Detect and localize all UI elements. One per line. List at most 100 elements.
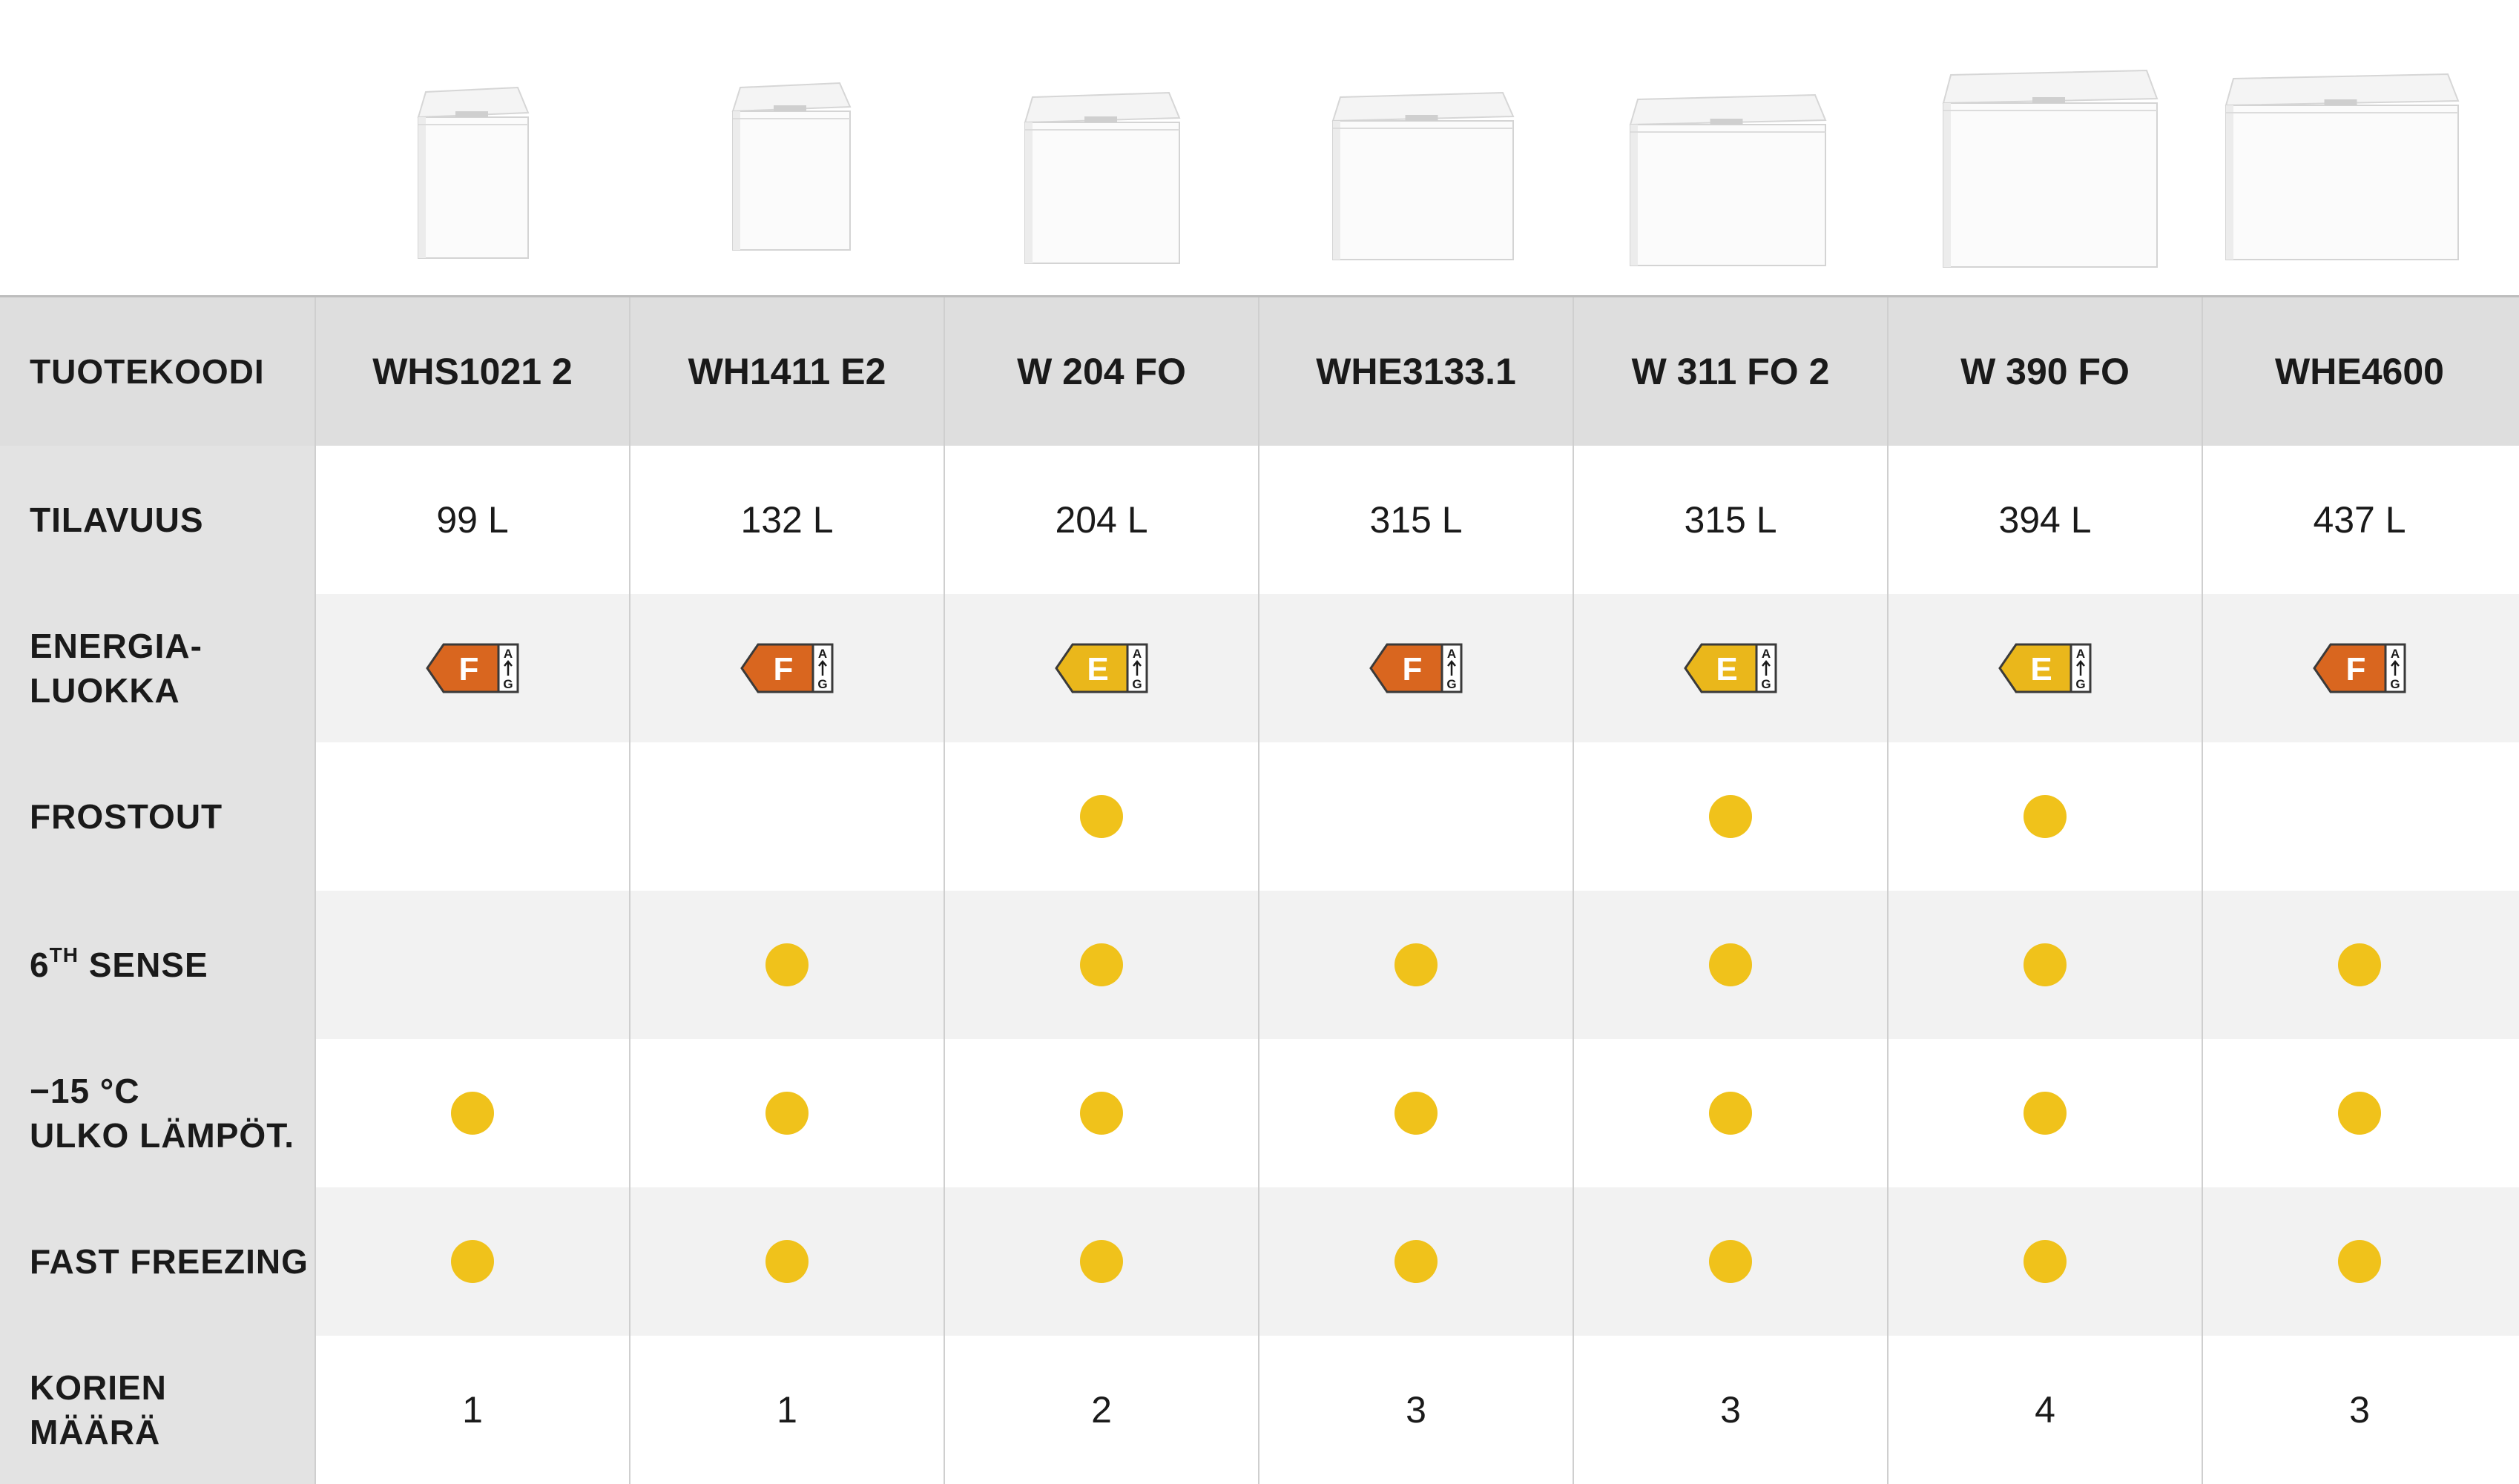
energy-class-letter: E [2030, 651, 2052, 687]
row-energy-class: ENERGIA- LUOKKA F A G F A G E A G F A G E A G E A G F A G [0, 594, 2519, 742]
feature-dot-icon [2338, 943, 2381, 986]
feature-dot-icon [1709, 1092, 1752, 1135]
feature-cell [629, 891, 944, 1039]
baskets-cell: 3 [1258, 1336, 1573, 1484]
feature-dot-icon [1394, 1092, 1438, 1135]
svg-text:G: G [2075, 677, 2085, 691]
volume-cell: 437 L [2202, 446, 2516, 594]
svg-text:G: G [1761, 677, 1771, 691]
row-sixth-sense: 6TH SENSE [0, 891, 2519, 1039]
svg-text:A: A [1133, 647, 1142, 661]
baskets-value: 3 [1406, 1389, 1426, 1431]
baskets-value: 1 [777, 1389, 797, 1431]
product-code-text: W 390 FO [1960, 351, 2130, 392]
row-label-baskets: KORIEN MÄÄRÄ [0, 1336, 315, 1484]
energy-class-letter: F [459, 651, 479, 687]
feature-cell [1573, 742, 1887, 891]
product-code-text: WHE3133.1 [1316, 351, 1516, 392]
baskets-value: 3 [1720, 1389, 1741, 1431]
energy-label-icon: F A G [740, 643, 834, 693]
volume-cell: 315 L [1573, 446, 1887, 594]
label-line: 6TH SENSE [30, 943, 315, 987]
label-part: 6 [30, 946, 50, 984]
product-code: W 390 FO [1887, 297, 2202, 446]
feature-cell [1887, 1187, 2202, 1336]
energy-label-icon: E A G [1998, 643, 2092, 693]
row-label-minus15: −15 °C ULKO LÄMPÖT. [0, 1039, 315, 1187]
feature-dot-icon [1709, 943, 1752, 986]
row-fast-freezing: FAST FREEZING [0, 1187, 2519, 1336]
svg-text:G: G [817, 677, 827, 691]
energy-label-icon: F A G [426, 643, 519, 693]
volume-value: 394 L [1998, 499, 2092, 541]
feature-cell [1258, 742, 1573, 891]
product-code: W 311 FO 2 [1573, 297, 1887, 446]
feature-dot-icon [451, 1092, 494, 1135]
baskets-value: 2 [1091, 1389, 1112, 1431]
row-volume: TILAVUUS 99 L 132 L 204 L 315 L 315 L 39… [0, 446, 2519, 594]
feature-dot-icon [2024, 1092, 2067, 1135]
feature-dot-icon [765, 1092, 809, 1135]
label-part: SENSE [78, 946, 208, 984]
svg-text:A: A [2391, 647, 2400, 661]
product-code-text: W 311 FO 2 [1631, 351, 1830, 392]
baskets-cell: 1 [315, 1336, 629, 1484]
svg-text:A: A [818, 647, 827, 661]
energy-class-letter: F [2346, 651, 2366, 687]
baskets-cell: 3 [1573, 1336, 1887, 1484]
row-label-product-code: TUOTEKOODI [0, 297, 315, 446]
volume-cell: 204 L [944, 446, 1258, 594]
feature-dot-icon [451, 1240, 494, 1283]
svg-text:G: G [503, 677, 513, 691]
svg-text:G: G [1132, 677, 1142, 691]
feature-dot-icon [2338, 1240, 2381, 1283]
chest-freezer-image [1331, 91, 1515, 260]
product-code-text: W 204 FO [1017, 351, 1186, 392]
baskets-cell: 1 [629, 1336, 944, 1484]
feature-cell [629, 1187, 944, 1336]
feature-dot-icon [2024, 943, 2067, 986]
energy-label-icon: F A G [2313, 643, 2406, 693]
svg-text:A: A [504, 647, 513, 661]
energy-class-letter: E [1716, 651, 1737, 687]
volume-cell: 394 L [1887, 446, 2202, 594]
header-label: TUOTEKOODI [30, 352, 265, 391]
volume-value: 315 L [1684, 499, 1777, 541]
label-line: TILAVUUS [30, 501, 204, 539]
energy-cell: F A G [315, 594, 629, 742]
label-line: LUOKKA [30, 671, 180, 710]
row-minus15: −15 °C ULKO LÄMPÖT. [0, 1039, 2519, 1187]
feature-cell [315, 891, 629, 1039]
product-code: WHS1021 2 [315, 297, 629, 446]
energy-class-letter: F [1403, 651, 1423, 687]
feature-cell [1258, 891, 1573, 1039]
row-product-code: TUOTEKOODI WHS1021 2 WH1411 E2 W 204 FO … [0, 297, 2519, 446]
feature-dot-icon [1080, 943, 1123, 986]
product-code-text: WHE4600 [2275, 351, 2444, 392]
energy-cell: F A G [2202, 594, 2516, 742]
feature-cell [1258, 1039, 1573, 1187]
svg-text:A: A [2076, 647, 2085, 661]
feature-dot-icon [1080, 1240, 1123, 1283]
feature-cell [944, 891, 1258, 1039]
feature-dot-icon [2338, 1092, 2381, 1135]
feature-dot-icon [2024, 795, 2067, 838]
energy-cell: E A G [944, 594, 1258, 742]
chest-freezer-image [1629, 93, 1827, 266]
feature-cell [944, 742, 1258, 891]
energy-cell: F A G [1258, 594, 1573, 742]
feature-cell [2202, 891, 2516, 1039]
feature-dot-icon [765, 1240, 809, 1283]
row-baskets: KORIEN MÄÄRÄ 1 1 2 3 3 4 3 [0, 1336, 2519, 1484]
row-label-energy-class: ENERGIA- LUOKKA [0, 594, 315, 742]
volume-value: 132 L [740, 499, 834, 541]
feature-dot-icon [1709, 795, 1752, 838]
feature-cell [1573, 891, 1887, 1039]
label-line: ENERGIA- [30, 627, 202, 665]
feature-cell [629, 1039, 944, 1187]
volume-value: 99 L [436, 499, 509, 541]
baskets-cell: 2 [944, 1336, 1258, 1484]
feature-dot-icon [1080, 795, 1123, 838]
volume-value: 204 L [1055, 499, 1148, 541]
feature-cell [1573, 1187, 1887, 1336]
